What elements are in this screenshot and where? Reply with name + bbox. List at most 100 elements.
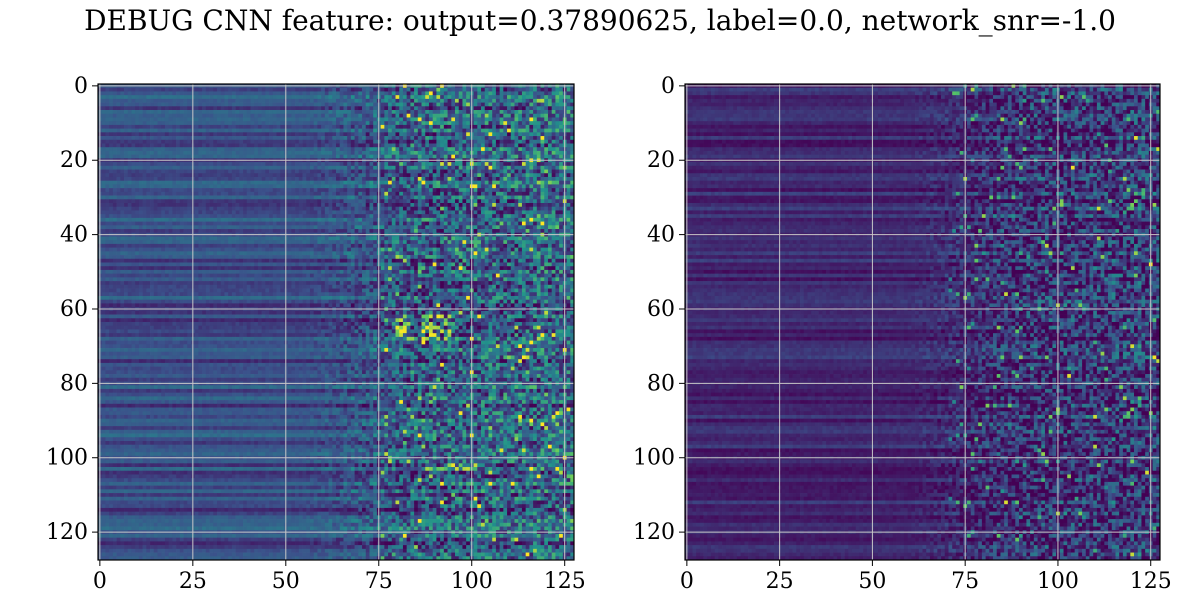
heatmap-cell <box>228 114 232 118</box>
heatmap-cell <box>422 121 426 125</box>
heatmap-cell <box>418 192 422 196</box>
heatmap-cell <box>552 121 556 125</box>
heatmap-cell <box>143 166 147 170</box>
heatmap-cell <box>128 170 132 174</box>
heatmap-cell <box>280 114 284 118</box>
heatmap-cell <box>529 103 533 107</box>
heatmap-cell <box>407 140 411 144</box>
heatmap-cell <box>306 166 310 170</box>
heatmap-cell <box>280 117 284 121</box>
heatmap-cell <box>128 188 132 192</box>
heatmap-cell <box>291 129 295 133</box>
heatmap-cell <box>507 177 511 181</box>
heatmap-cell <box>384 117 388 121</box>
heatmap-cell <box>224 110 228 114</box>
heatmap-cell <box>195 147 199 151</box>
heatmap-cell <box>113 162 117 166</box>
heatmap-cell <box>165 110 169 114</box>
heatmap-cell <box>369 117 373 121</box>
heatmap-cell <box>336 95 340 99</box>
heatmap-cell <box>448 103 452 107</box>
heatmap-cell <box>139 136 143 140</box>
heatmap-cell <box>440 184 444 188</box>
heatmap-cell <box>518 199 522 203</box>
heatmap-cell <box>433 147 437 151</box>
heatmap-cell <box>172 103 176 107</box>
heatmap-cell <box>444 99 448 103</box>
heatmap-cell <box>526 117 530 121</box>
heatmap-cell <box>213 184 217 188</box>
heatmap-cell <box>515 103 519 107</box>
heatmap-cell <box>221 103 225 107</box>
heatmap-cell <box>552 177 556 181</box>
heatmap-cell <box>120 162 124 166</box>
heatmap-cell <box>250 147 254 151</box>
heatmap-cell <box>347 125 351 129</box>
heatmap-cell <box>444 162 448 166</box>
heatmap-cell <box>403 95 407 99</box>
heatmap-cell <box>176 132 180 136</box>
heatmap-cell <box>195 88 199 92</box>
heatmap-cell <box>526 144 530 148</box>
heatmap-cell <box>306 144 310 148</box>
heatmap-cell <box>232 99 236 103</box>
heatmap-cell <box>217 136 221 140</box>
heatmap-cell <box>109 129 113 133</box>
heatmap-cell <box>221 151 225 155</box>
heatmap-cell <box>511 117 515 121</box>
heatmap-cell <box>396 140 400 144</box>
heatmap-cell <box>146 140 150 144</box>
heatmap-cell <box>526 170 530 174</box>
heatmap-cell <box>481 162 485 166</box>
heatmap-cell <box>236 132 240 136</box>
heatmap-cell <box>128 136 132 140</box>
heatmap-cell <box>541 103 545 107</box>
heatmap-cell <box>399 117 403 121</box>
heatmap-cell <box>273 106 277 110</box>
heatmap-cell <box>448 88 452 92</box>
heatmap-cell <box>462 91 466 95</box>
heatmap-cell <box>541 162 545 166</box>
heatmap-cell <box>321 121 325 125</box>
heatmap-cell <box>343 151 347 155</box>
heatmap-cell <box>131 106 135 110</box>
heatmap-cell <box>158 173 162 177</box>
heatmap-cell <box>206 106 210 110</box>
heatmap-cell <box>109 95 113 99</box>
heatmap-cell <box>236 173 240 177</box>
heatmap-cell <box>154 117 158 121</box>
heatmap-cell <box>184 170 188 174</box>
heatmap-cell <box>552 155 556 159</box>
heatmap-cell <box>306 151 310 155</box>
heatmap-cell <box>310 177 314 181</box>
heatmap-cell <box>247 95 251 99</box>
heatmap-cell <box>355 196 359 200</box>
heatmap-cell <box>139 162 143 166</box>
heatmap-cell <box>172 188 176 192</box>
heatmap-cell <box>373 151 377 155</box>
heatmap-cell <box>414 188 418 192</box>
heatmap-cell <box>172 196 176 200</box>
heatmap-cell <box>195 181 199 185</box>
heatmap-cell <box>492 184 496 188</box>
heatmap-cell <box>515 188 519 192</box>
heatmap-cell <box>135 192 139 196</box>
heatmap-cell <box>232 136 236 140</box>
heatmap-cell <box>451 125 455 129</box>
heatmap-cell <box>384 177 388 181</box>
heatmap-cell <box>146 166 150 170</box>
heatmap-cell <box>232 121 236 125</box>
heatmap-cell <box>232 155 236 159</box>
heatmap-cell <box>288 155 292 159</box>
heatmap-cell <box>236 199 240 203</box>
heatmap-cell <box>150 203 154 207</box>
heatmap-cell <box>418 181 422 185</box>
heatmap-cell <box>128 140 132 144</box>
heatmap-cell <box>373 106 377 110</box>
heatmap-cell <box>169 184 173 188</box>
heatmap-cell <box>555 114 559 118</box>
heatmap-cell <box>128 95 132 99</box>
heatmap-cell <box>221 199 225 203</box>
heatmap-cell <box>418 88 422 92</box>
heatmap-cell <box>477 199 481 203</box>
